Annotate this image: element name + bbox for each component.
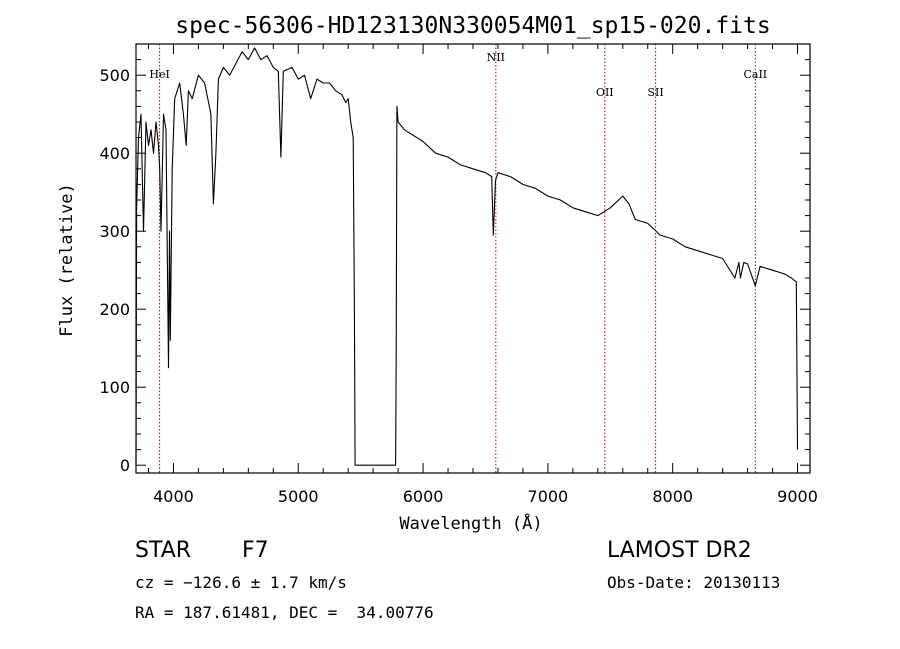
y-tick-label: 200 <box>99 300 130 319</box>
survey-name: LAMOST DR2 <box>607 538 752 563</box>
chart-title: spec-56306-HD123130N330054M01_sp15-020.f… <box>175 13 770 39</box>
y-tick-label: 100 <box>99 378 130 397</box>
y-axis: 0 100 200 300 400 500 <box>99 59 810 475</box>
x-tick-label: 9000 <box>777 487 818 506</box>
x-axis-label: Wavelength (Å) <box>399 512 542 534</box>
redshift-value: cz = −126.6 ± 1.7 km/s <box>135 573 347 592</box>
sky-coordinates: RA = 187.61481, DEC = 34.00776 <box>135 603 434 622</box>
x-tick-label: 6000 <box>403 487 444 506</box>
line-marker-label-group: HeI NII OII SII CaII <box>149 51 767 99</box>
object-subclass: F7 <box>242 538 269 563</box>
line-marker-label: NII <box>487 51 505 64</box>
line-marker-label: CaII <box>743 68 767 81</box>
line-marker-label: OII <box>596 86 614 99</box>
observation-date: Obs-Date: 20130113 <box>607 573 781 592</box>
y-tick-label: 0 <box>120 456 130 475</box>
line-marker-label: HeI <box>149 68 169 81</box>
y-tick-label: 300 <box>99 222 130 241</box>
x-tick-label: 5000 <box>278 487 319 506</box>
line-marker-group <box>159 44 756 473</box>
plot-frame <box>135 43 811 474</box>
y-axis-label: Flux (relative) <box>57 183 77 337</box>
x-tick-label: 8000 <box>652 487 693 506</box>
x-axis: 4000 5000 6000 7000 8000 9000 <box>147 44 818 506</box>
x-tick-label: 7000 <box>528 487 569 506</box>
y-tick-label: 400 <box>99 144 130 163</box>
x-tick-label: 4000 <box>153 487 194 506</box>
spectrum-series-line <box>135 47 799 466</box>
line-marker-label: SII <box>647 86 663 99</box>
y-tick-label: 500 <box>99 66 130 85</box>
object-class: STAR <box>135 538 192 563</box>
